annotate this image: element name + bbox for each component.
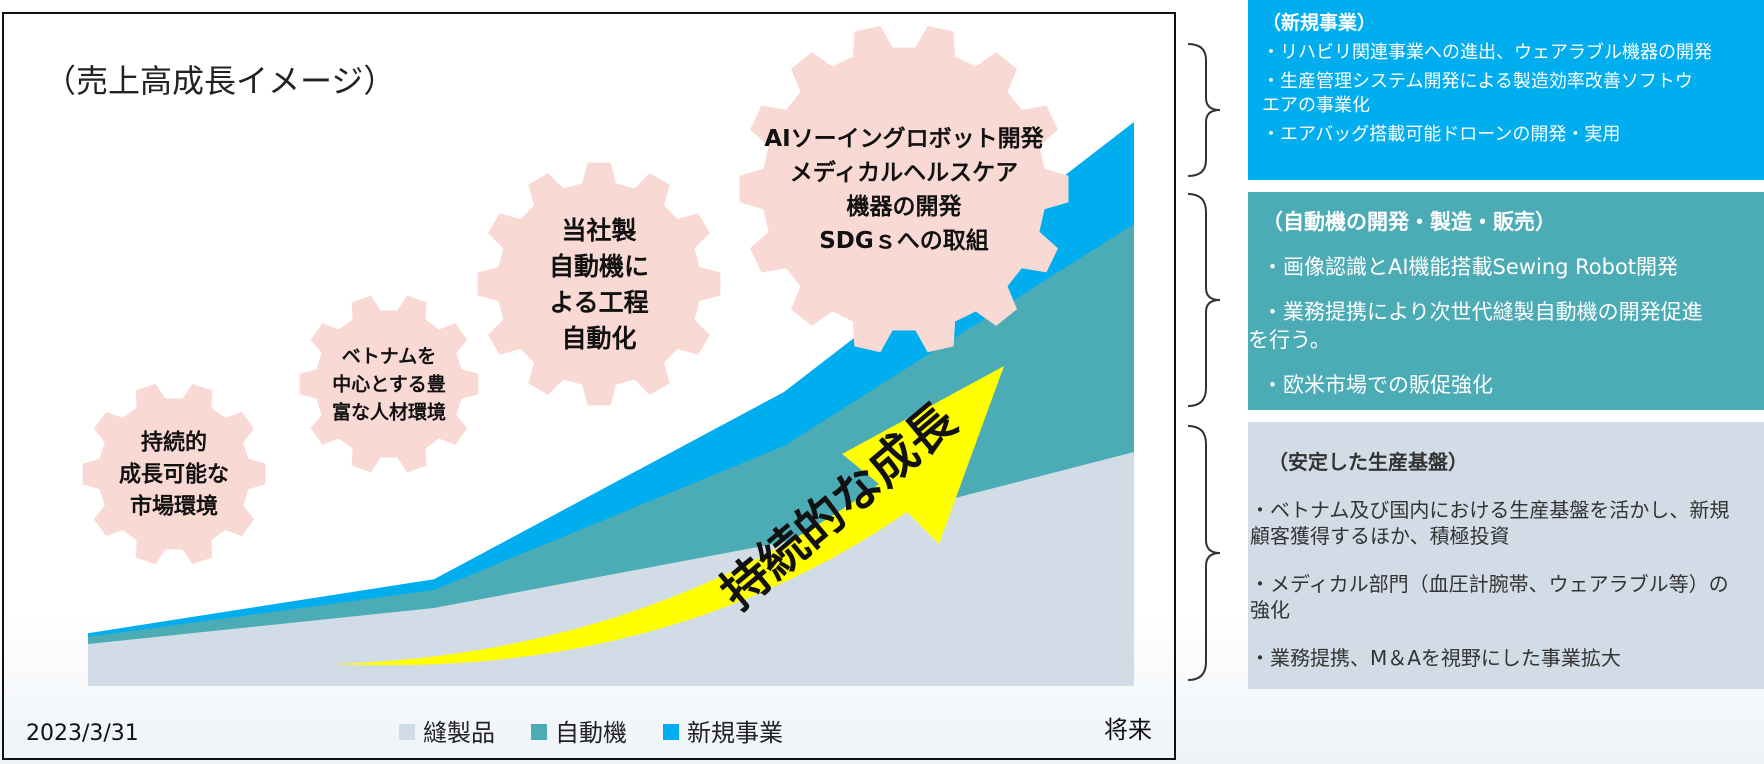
panel-auto-title: （自動機の開発・製造・販売） <box>1262 210 1556 234</box>
brace-stable <box>1187 425 1221 681</box>
legend-swatch <box>663 724 679 740</box>
panel-new-item: ・生産管理システム開発による製造効率改善ソフトウ <box>1262 71 1693 93</box>
legend-label: 自動機 <box>555 719 627 747</box>
gear-label: 持続的 <box>141 430 207 456</box>
growth-chart: 持続的な成長 持続的成長可能な市場環境ベトナムを中心とする豊富な人材環境当社製自… <box>26 25 1152 747</box>
panel-stable-item: ・業務提携、M＆Aを視野にした事業拡大 <box>1250 646 1621 670</box>
panel-auto-item: ・業務提携により次世代縫製自動機の開発促進 <box>1262 300 1703 325</box>
gear-label: 機器の開発 <box>847 194 963 220</box>
panel-new-title: （新規事業） <box>1262 12 1377 34</box>
gear-label: 中心とする豊 <box>332 373 445 396</box>
panel-auto-item: ・画像認識とAI機能搭載Sewing Robot開発 <box>1262 255 1679 279</box>
panel-new-business: （新規事業） ・リハビリ関連事業への進出、ウェアラブル機器の開発 ・生産管理シス… <box>1248 0 1764 180</box>
brace-new <box>1187 43 1221 177</box>
gear-shape <box>82 383 266 565</box>
gear-label: SDGｓへの取組 <box>819 227 989 254</box>
gear-label: 自動化 <box>561 324 636 353</box>
gear-label: AIソーイングロボット開発 <box>764 125 1044 152</box>
gear-label: 市場環境 <box>130 494 218 520</box>
area-layers <box>88 122 1134 686</box>
panel-stable-item: ・メディカル部門（血圧計腕帯、ウェアラブル等）の <box>1250 572 1729 596</box>
gear-label: 自動機に <box>549 252 649 281</box>
panel-stable-title: （安定した生産基盤） <box>1268 450 1468 474</box>
panel-automation: （自動機の開発・製造・販売） ・画像認識とAI機能搭載Sewing Robot開… <box>1248 192 1764 410</box>
gear-label: 成長可能な <box>119 462 229 488</box>
panel-stable-item: ・ベトナム及び国内における生産基盤を活かし、新規 <box>1250 498 1730 522</box>
x-tick-end: 将来 <box>1104 716 1152 744</box>
panel-new-item: ・エアバッグ搭載可能ドローンの開発・実用 <box>1262 124 1621 146</box>
legend-label: 縫製品 <box>423 719 495 747</box>
gear-label: ベトナムを <box>342 346 436 368</box>
panel-stable-item: 顧客獲得するほか、積極投資 <box>1250 524 1510 548</box>
gear-shape <box>739 25 1069 353</box>
x-tick-start: 2023/3/31 <box>26 721 139 746</box>
panel-auto-item: を行う。 <box>1248 327 1331 352</box>
panel-auto-item: ・欧米市場での販促強化 <box>1262 372 1493 397</box>
panel-new-item: エアの事業化 <box>1262 94 1370 116</box>
panel-stable-item: 強化 <box>1250 598 1290 622</box>
gear-shape <box>299 295 479 473</box>
brace-auto <box>1187 193 1221 407</box>
chart-frame: 持続的な成長 持続的 成長可能な 市場環境 ベトナムを 中心とする豊 富な人材環境 当社製自… <box>2 12 1176 760</box>
gear-label: よる工程 <box>549 288 648 317</box>
gear-label: 当社製 <box>561 216 636 245</box>
legend-swatch <box>399 724 415 740</box>
gear-label: 富な人材環境 <box>332 401 446 424</box>
legend-label: 新規事業 <box>687 719 783 747</box>
legend: 縫製品 自動機 新規事業 <box>399 719 783 747</box>
area-0 <box>88 452 1134 686</box>
chart-title: （売上高成長イメージ） <box>44 62 395 100</box>
panel-stable-base: （安定した生産基盤） ・ベトナム及び国内における生産基盤を活かし、新規 顧客獲得… <box>1248 422 1764 689</box>
arrow-shape <box>334 366 1004 666</box>
gear-label: メディカルヘルスケア <box>790 159 1018 186</box>
panel-new-item: ・リハビリ関連事業への進出、ウェアラブル機器の開発 <box>1262 42 1712 63</box>
gear-shape <box>477 162 721 406</box>
legend-swatch <box>531 724 547 740</box>
